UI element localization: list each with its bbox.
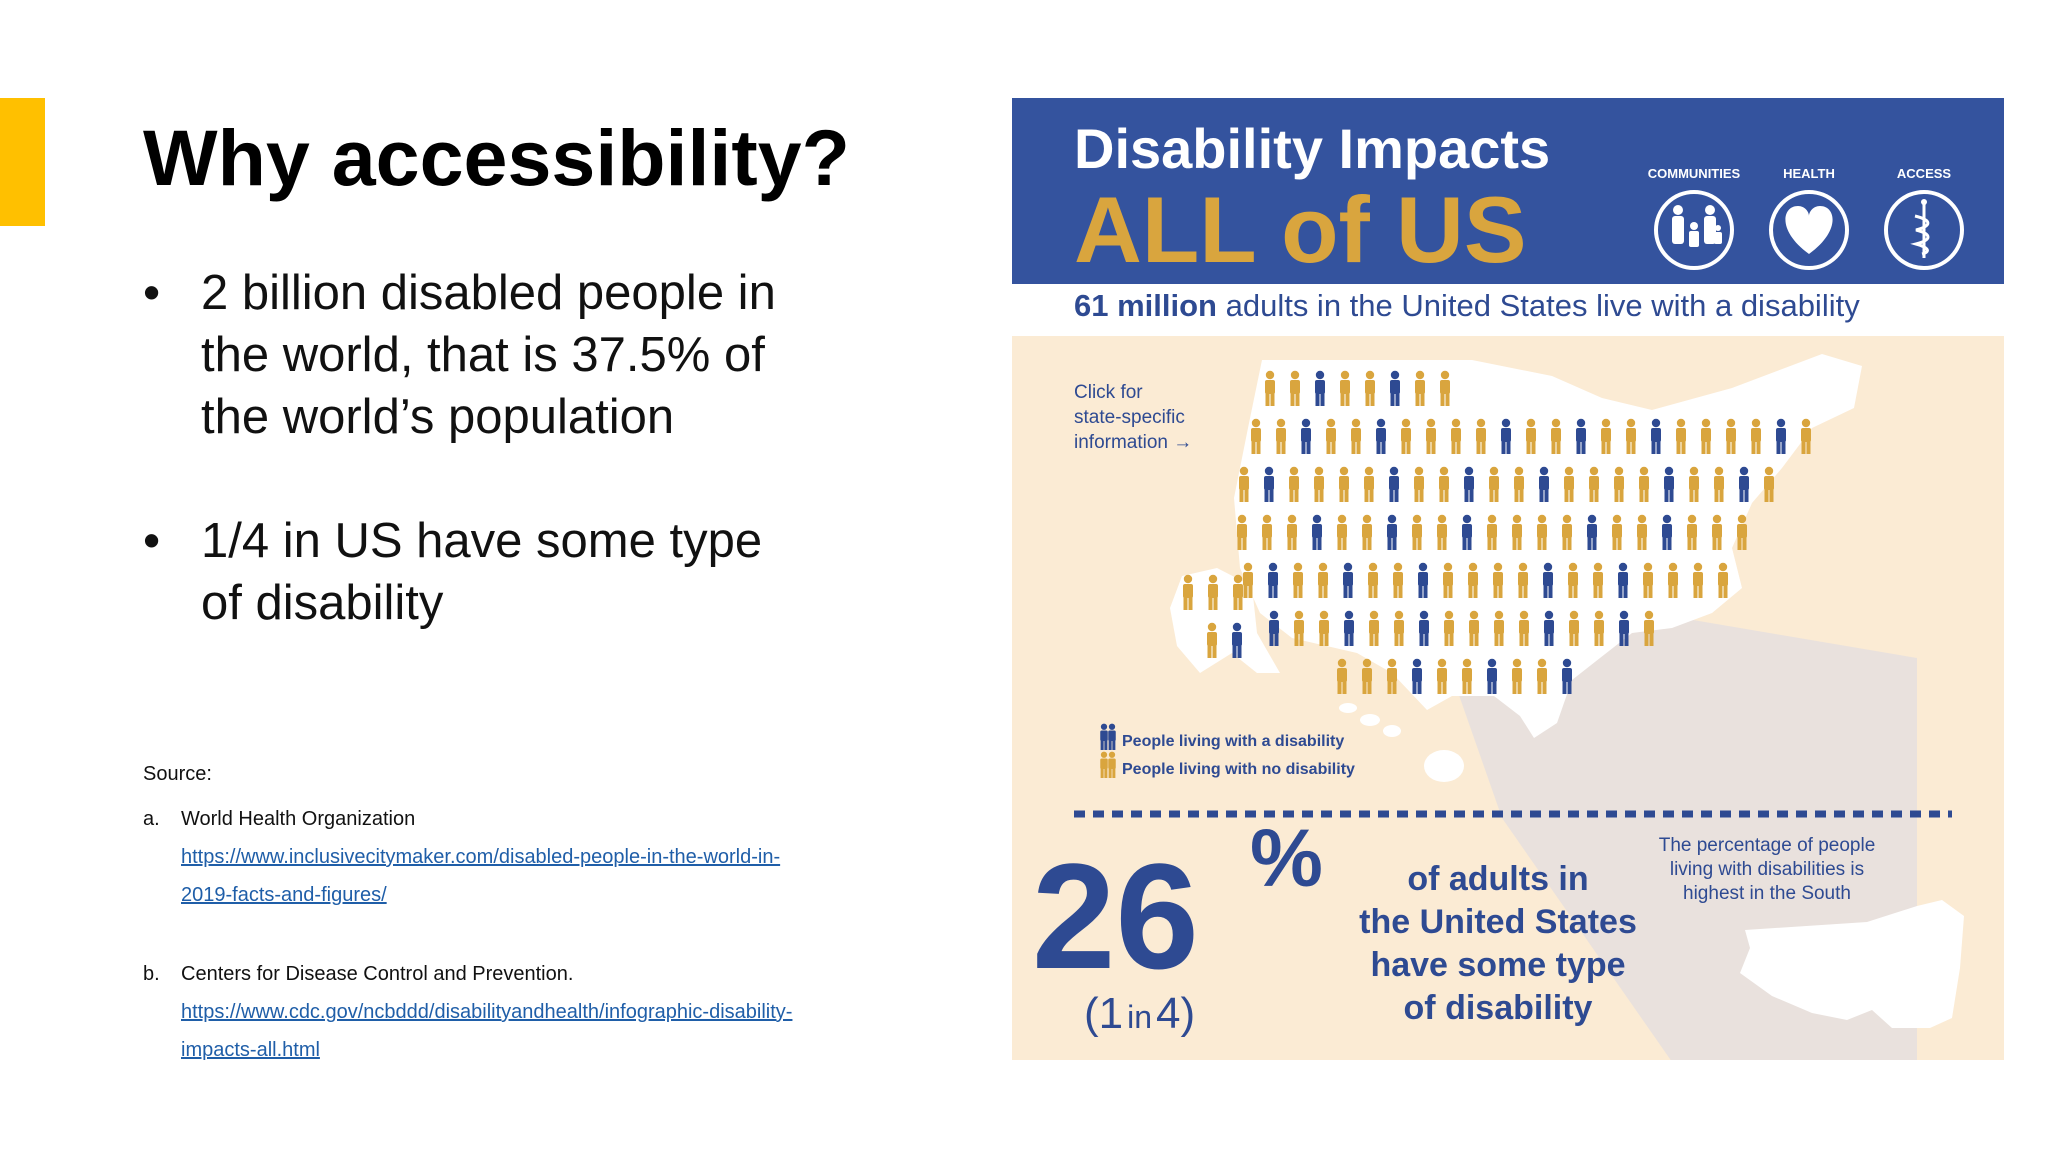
bullet-line: 2 billion disabled people in: [201, 266, 776, 320]
subtitle-bold: 61 million: [1074, 288, 1217, 323]
legend-label: People living with no disability: [1122, 761, 1355, 778]
source-name: Centers for Disease Control and Preventi…: [181, 963, 574, 985]
source-link[interactable]: https://www.inclusivecitymaker.com/disab…: [181, 846, 781, 868]
ratio-four: 4): [1156, 989, 1195, 1038]
stat-line: of adults in: [1407, 860, 1588, 898]
click-info-line[interactable]: information →: [1074, 432, 1192, 453]
source-link[interactable]: https://www.cdc.gov/ncbddd/disabilityand…: [181, 1001, 793, 1023]
south-note-line: The percentage of people: [1659, 835, 1876, 856]
legend-with-disability: People living with a disability: [1100, 723, 1344, 750]
icon-label-health: HEALTH: [1783, 166, 1835, 181]
stat-line: of disability: [1404, 989, 1593, 1027]
click-info-line[interactable]: state-specific: [1074, 407, 1185, 428]
stat-line: the United States: [1359, 903, 1637, 941]
subtitle-rest: adults in the United States live with a …: [1217, 288, 1860, 323]
bullet-line: 1/4 in US have some type: [201, 514, 763, 568]
bullet-line: the world, that is 37.5% of: [201, 328, 765, 382]
bullet-line: of disability: [201, 576, 444, 630]
south-note-line: living with disabilities is: [1670, 859, 1864, 880]
icon-label-communities: COMMUNITIES: [1648, 166, 1741, 181]
banner-subtitle: ALL of US: [1074, 177, 1527, 282]
hawaii-map[interactable]: [1339, 703, 1464, 782]
source-name: World Health Organization: [181, 808, 416, 830]
stat-percent: %: [1250, 813, 1323, 904]
bullet-item: • 2 billion disabled people in the world…: [143, 262, 863, 448]
bullet-list: • 2 billion disabled people in the world…: [143, 262, 863, 696]
heart-icon: [1769, 190, 1849, 270]
infographic-subtitle: 61 million adults in the United States l…: [1074, 288, 1860, 323]
source-letter: b.: [143, 963, 160, 985]
bullet-dot: •: [143, 266, 161, 320]
source-link[interactable]: 2019-facts-and-figures/: [181, 884, 387, 906]
icon-label-access: ACCESS: [1897, 166, 1952, 181]
slide-title: Why accessibility?: [143, 113, 850, 202]
south-map: [1740, 900, 1964, 1028]
ratio-one: (1: [1084, 989, 1123, 1038]
stat-line: have some type: [1370, 946, 1625, 984]
south-note-line: highest in the South: [1683, 883, 1851, 904]
accent-bar: [0, 98, 45, 226]
bullet-line: the world’s population: [201, 390, 675, 444]
stat-number: 26: [1032, 832, 1199, 1000]
bullet-dot: •: [143, 514, 161, 568]
family-icon: [1654, 190, 1734, 270]
legend-label: People living with a disability: [1122, 733, 1344, 750]
click-info-line[interactable]: Click for: [1074, 382, 1143, 403]
stat-ratio: (1 in4): [1084, 989, 1195, 1038]
ratio-in: in: [1127, 999, 1152, 1035]
bullet-item: • 1/4 in US have some type of disability: [143, 510, 863, 634]
legend-no-disability: People living with no disability: [1100, 751, 1355, 778]
source-label: Source:: [143, 763, 212, 785]
banner-title: Disability Impacts: [1074, 117, 1550, 180]
disability-infographic: Disability Impacts ALL of US COMMUNITIES…: [1012, 98, 2004, 1060]
source-link[interactable]: impacts-all.html: [181, 1039, 320, 1061]
caduceus-icon: [1884, 190, 1964, 270]
source-letter: a.: [143, 808, 160, 830]
